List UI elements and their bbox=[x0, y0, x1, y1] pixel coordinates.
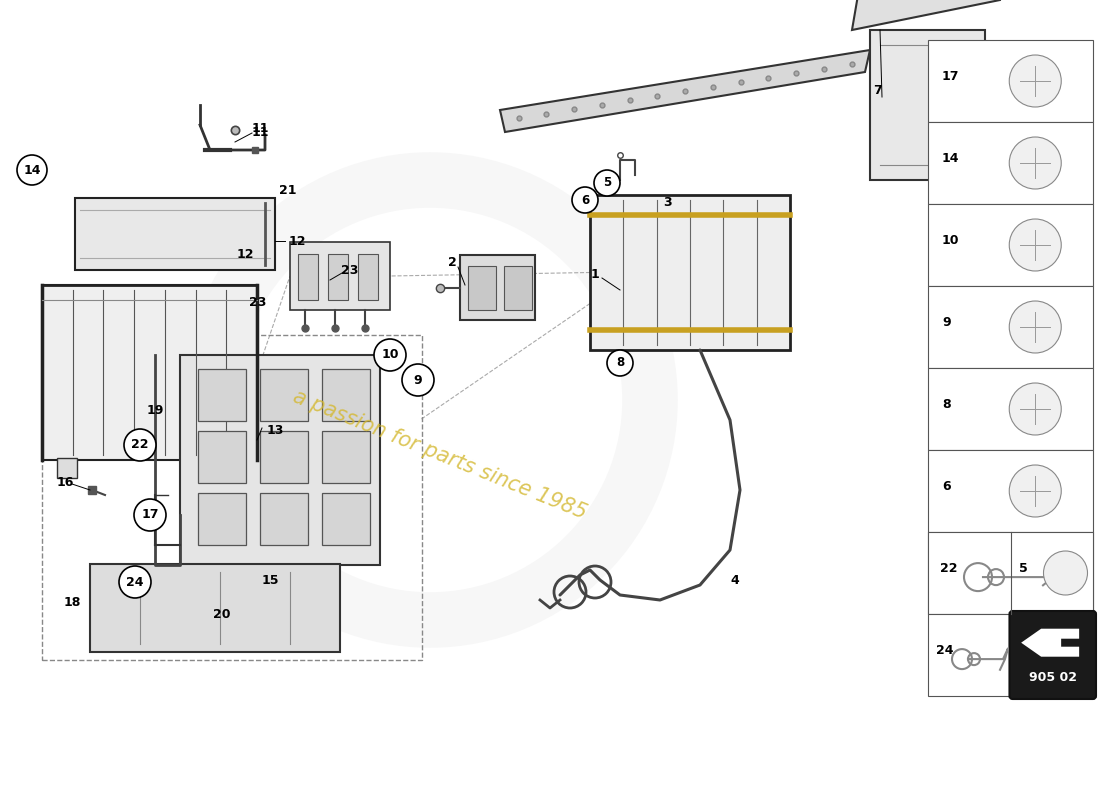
Text: 6: 6 bbox=[942, 480, 950, 494]
FancyBboxPatch shape bbox=[328, 254, 348, 300]
Text: 9: 9 bbox=[942, 316, 950, 330]
FancyBboxPatch shape bbox=[222, 458, 242, 478]
FancyBboxPatch shape bbox=[928, 368, 1093, 450]
FancyBboxPatch shape bbox=[260, 493, 308, 545]
Text: 17: 17 bbox=[942, 70, 959, 83]
Circle shape bbox=[1010, 55, 1062, 107]
Text: 2: 2 bbox=[448, 257, 456, 270]
Circle shape bbox=[607, 350, 632, 376]
Text: 14: 14 bbox=[23, 163, 41, 177]
FancyBboxPatch shape bbox=[928, 122, 1093, 204]
Text: 9: 9 bbox=[414, 374, 422, 386]
FancyBboxPatch shape bbox=[198, 431, 246, 483]
FancyBboxPatch shape bbox=[870, 30, 984, 180]
Circle shape bbox=[594, 170, 620, 196]
Circle shape bbox=[1010, 383, 1062, 435]
FancyBboxPatch shape bbox=[298, 254, 318, 300]
FancyBboxPatch shape bbox=[322, 493, 370, 545]
FancyBboxPatch shape bbox=[590, 195, 790, 350]
FancyBboxPatch shape bbox=[198, 369, 246, 421]
Text: 905 02: 905 02 bbox=[1028, 671, 1077, 685]
FancyBboxPatch shape bbox=[504, 266, 532, 310]
Text: 23: 23 bbox=[250, 297, 266, 310]
FancyBboxPatch shape bbox=[260, 369, 308, 421]
FancyBboxPatch shape bbox=[358, 254, 378, 300]
FancyBboxPatch shape bbox=[468, 266, 496, 310]
Circle shape bbox=[1010, 301, 1062, 353]
Text: 6: 6 bbox=[581, 194, 590, 206]
Text: 24: 24 bbox=[126, 575, 144, 589]
FancyBboxPatch shape bbox=[260, 431, 308, 483]
FancyBboxPatch shape bbox=[928, 204, 1093, 286]
FancyBboxPatch shape bbox=[42, 285, 257, 460]
Text: 8: 8 bbox=[616, 357, 624, 370]
Text: 22: 22 bbox=[940, 562, 957, 575]
Text: 15: 15 bbox=[262, 574, 278, 586]
Circle shape bbox=[16, 155, 47, 185]
Text: a passion for parts since 1985: a passion for parts since 1985 bbox=[290, 386, 590, 523]
Circle shape bbox=[124, 429, 156, 461]
Text: 13: 13 bbox=[266, 423, 284, 437]
Text: 21: 21 bbox=[279, 183, 297, 197]
FancyBboxPatch shape bbox=[180, 355, 380, 565]
Text: 24: 24 bbox=[936, 645, 954, 658]
Circle shape bbox=[119, 566, 151, 598]
FancyBboxPatch shape bbox=[928, 532, 1093, 614]
Circle shape bbox=[134, 499, 166, 531]
Text: 10: 10 bbox=[382, 349, 398, 362]
Text: 10: 10 bbox=[942, 234, 959, 247]
Polygon shape bbox=[852, 0, 1000, 30]
Polygon shape bbox=[1021, 629, 1079, 657]
Text: 16: 16 bbox=[56, 475, 74, 489]
Circle shape bbox=[572, 187, 598, 213]
FancyBboxPatch shape bbox=[460, 255, 535, 320]
FancyBboxPatch shape bbox=[928, 450, 1093, 532]
Circle shape bbox=[402, 364, 434, 396]
Text: 17: 17 bbox=[141, 509, 158, 522]
Text: 23: 23 bbox=[341, 263, 359, 277]
Circle shape bbox=[1044, 551, 1088, 595]
FancyBboxPatch shape bbox=[928, 40, 1093, 122]
Text: 12: 12 bbox=[288, 234, 306, 248]
FancyBboxPatch shape bbox=[322, 431, 370, 483]
FancyBboxPatch shape bbox=[1010, 611, 1096, 699]
FancyBboxPatch shape bbox=[290, 242, 390, 310]
Circle shape bbox=[374, 339, 406, 371]
FancyBboxPatch shape bbox=[928, 286, 1093, 368]
FancyBboxPatch shape bbox=[928, 614, 1009, 696]
Text: 18: 18 bbox=[64, 595, 80, 609]
Text: 5: 5 bbox=[603, 177, 612, 190]
Circle shape bbox=[1010, 465, 1062, 517]
FancyBboxPatch shape bbox=[928, 532, 1093, 614]
Text: 11: 11 bbox=[251, 126, 268, 138]
Text: 5: 5 bbox=[1019, 562, 1027, 575]
FancyBboxPatch shape bbox=[198, 493, 246, 545]
Text: 14: 14 bbox=[942, 152, 959, 166]
Text: 4: 4 bbox=[730, 574, 739, 586]
Text: 22: 22 bbox=[131, 438, 149, 451]
Text: 20: 20 bbox=[213, 609, 231, 622]
Text: 1: 1 bbox=[591, 269, 600, 282]
Text: 8: 8 bbox=[942, 398, 950, 411]
Polygon shape bbox=[500, 50, 870, 132]
FancyBboxPatch shape bbox=[75, 198, 275, 270]
FancyBboxPatch shape bbox=[322, 369, 370, 421]
Text: 19: 19 bbox=[146, 403, 164, 417]
Text: 7: 7 bbox=[873, 83, 882, 97]
Circle shape bbox=[1010, 219, 1062, 271]
Text: 11: 11 bbox=[251, 122, 268, 134]
Text: 12: 12 bbox=[236, 249, 254, 262]
FancyBboxPatch shape bbox=[57, 458, 77, 478]
FancyBboxPatch shape bbox=[90, 564, 340, 652]
Circle shape bbox=[1010, 137, 1062, 189]
Text: 3: 3 bbox=[663, 195, 672, 209]
